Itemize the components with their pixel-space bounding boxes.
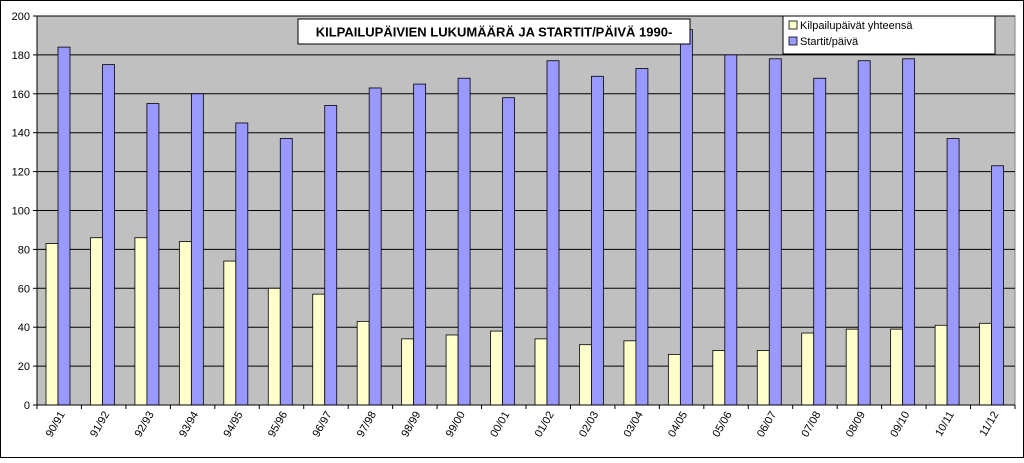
bar-startit <box>946 138 960 406</box>
legend: Kilpailupäivät yhteensä Startit/päivä <box>782 15 996 55</box>
bar-kilpailupaivat <box>667 354 681 406</box>
bar-kilpailupaivat <box>267 287 281 406</box>
y-tick-label: 20 <box>18 361 30 373</box>
bar-startit <box>635 68 649 406</box>
bar-kilpailupaivat <box>845 328 859 406</box>
bar-kilpailupaivat <box>490 330 503 406</box>
bar-startit <box>57 46 71 406</box>
bar-kilpailupaivat <box>579 344 592 406</box>
bar-startit <box>857 60 871 406</box>
bars <box>45 29 1004 406</box>
legend-label-startit: Startit/päivä <box>800 36 859 48</box>
bar-startit <box>591 75 604 406</box>
bar-kilpailupaivat <box>934 324 948 406</box>
y-tick-label: 140 <box>12 128 30 140</box>
bar-startit <box>502 97 515 406</box>
bar-startit <box>991 165 1004 406</box>
bar-kilpailupaivat <box>623 340 637 406</box>
legend-swatch-startit <box>788 36 798 46</box>
chart-title: KILPAILUPÄIVIEN LUKUMÄÄRÄ JA STARTIT/PÄI… <box>316 25 673 40</box>
bar-kilpailupaivat <box>134 237 148 406</box>
bar-kilpailupaivat <box>890 328 904 406</box>
legend-swatch-kilpailupaivat <box>788 20 798 30</box>
bar-startit <box>457 77 471 406</box>
bar-startit <box>724 54 738 406</box>
bar-startit <box>190 93 204 406</box>
bar-startit <box>679 29 693 406</box>
y-axis-ticks: 0 20 40 60 80 100 120 140 160 180 200 <box>12 11 38 412</box>
y-tick-label: 40 <box>18 322 30 334</box>
chart-title-box: KILPAILUPÄIVIEN LUKUMÄÄRÄ JA STARTIT/PÄI… <box>297 18 691 45</box>
bar-startit <box>768 58 782 406</box>
legend-label-kilpailupaivat: Kilpailupäivät yhteensä <box>800 20 913 32</box>
y-tick-label: 60 <box>18 283 30 295</box>
bar-kilpailupaivat <box>756 350 770 406</box>
y-tick-label: 120 <box>12 167 30 179</box>
y-tick-label: 200 <box>12 11 30 23</box>
bar-kilpailupaivat <box>801 332 815 406</box>
bar-startit <box>368 87 382 406</box>
bar-kilpailupaivat <box>979 322 992 406</box>
legend-box <box>782 15 996 55</box>
y-tick-label: 80 <box>18 244 30 256</box>
bar-startit <box>413 83 427 406</box>
bar-kilpailupaivat <box>712 350 726 406</box>
bar-startit <box>102 64 115 406</box>
bar-kilpailupaivat <box>90 237 103 406</box>
bar-kilpailupaivat <box>223 260 237 406</box>
y-tick-label: 160 <box>12 89 30 101</box>
y-tick-label: 180 <box>12 50 30 62</box>
bar-startit <box>902 58 916 406</box>
bar-kilpailupaivat <box>45 243 59 406</box>
bar-startit <box>235 122 249 406</box>
bar-kilpailupaivat <box>356 320 370 406</box>
y-tick-label: 100 <box>12 206 30 218</box>
bar-startit <box>279 138 293 406</box>
bar-startit <box>813 77 827 406</box>
bar-startit <box>324 105 338 406</box>
bar-kilpailupaivat <box>178 241 192 406</box>
bar-kilpailupaivat <box>534 338 548 406</box>
title-background <box>297 18 691 45</box>
bar-kilpailupaivat <box>312 293 326 406</box>
y-tick-label: 0 <box>24 400 30 412</box>
bar-kilpailupaivat <box>401 338 415 406</box>
bar-startit <box>146 103 160 406</box>
bar-kilpailupaivat <box>445 334 459 406</box>
bar-startit <box>546 60 560 406</box>
